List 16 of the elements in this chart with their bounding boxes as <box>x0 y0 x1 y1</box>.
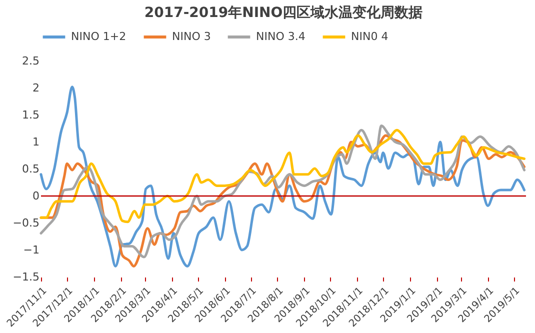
y-tick-label: 1 <box>32 136 40 148</box>
line-series <box>40 86 526 268</box>
y-tick-label: −0.5 <box>12 216 40 230</box>
y-tick-label: −1.5 <box>12 270 40 284</box>
legend-label: NINO 3 <box>172 30 211 43</box>
y-tick-label: 2.5 <box>22 54 40 68</box>
y-tick-label: 2 <box>32 82 40 94</box>
line-series <box>40 128 526 224</box>
legend-label: NINO 1+2 <box>71 30 126 43</box>
y-tick-label: −1 <box>23 244 40 256</box>
chart-title: 2017-2019年NINO四区域水温变化周数据 <box>144 4 423 21</box>
legend-label: NIN0 4 <box>351 30 388 43</box>
legend-label: NINO 3.4 <box>256 30 306 43</box>
y-tick-label: 0 <box>32 190 40 202</box>
y-tick-label: 1.5 <box>22 108 40 122</box>
y-tick-label: 0.5 <box>22 162 40 176</box>
